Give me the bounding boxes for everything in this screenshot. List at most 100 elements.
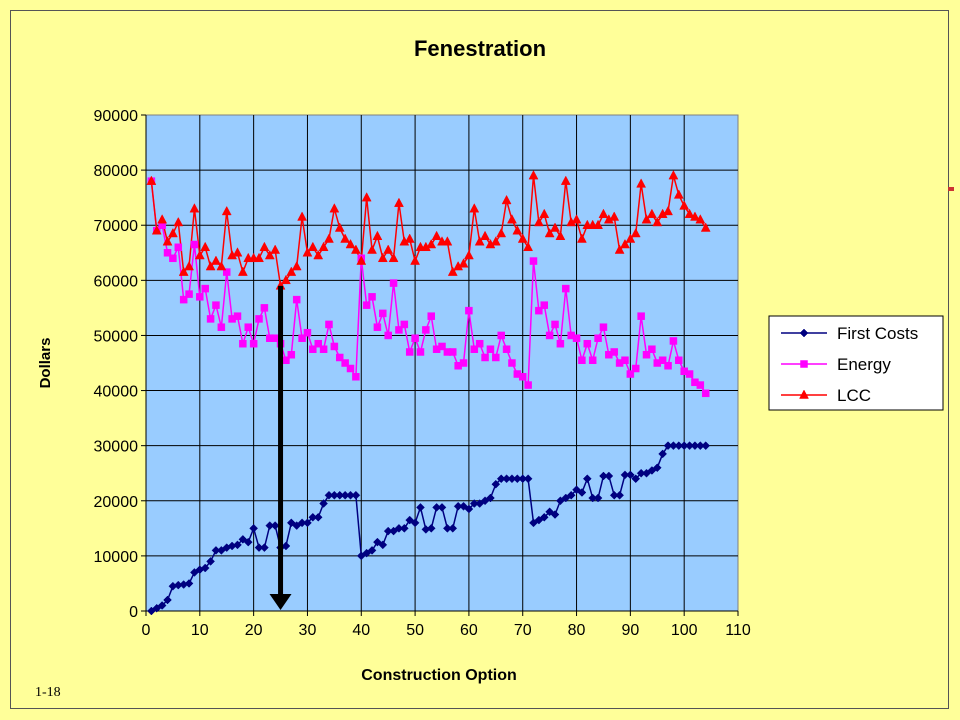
- data-point-lcc: [205, 261, 216, 271]
- data-point-energy: [395, 326, 403, 334]
- data-point-first_costs: [615, 490, 624, 500]
- y-axis-label: Dollars: [37, 338, 54, 389]
- grid-lines: [146, 115, 738, 611]
- data-point-lcc: [593, 219, 603, 229]
- data-point-energy: [249, 339, 258, 348]
- data-point-lcc: [302, 247, 313, 257]
- x-tick-label: 60: [460, 622, 478, 639]
- data-point-lcc: [523, 241, 534, 252]
- data-point-energy: [309, 345, 317, 353]
- data-point-lcc: [324, 233, 334, 243]
- data-point-lcc: [264, 249, 275, 260]
- data-point-first_costs: [593, 493, 603, 503]
- data-point-first_costs: [281, 541, 291, 551]
- data-point-energy: [578, 356, 586, 364]
- data-point-lcc: [571, 214, 582, 224]
- data-point-energy: [470, 345, 479, 353]
- data-point-lcc: [700, 222, 711, 232]
- data-point-lcc: [367, 244, 377, 254]
- data-point-energy: [212, 301, 220, 309]
- data-point-energy: [422, 326, 430, 334]
- data-point-energy: [675, 356, 683, 364]
- data-point-lcc: [254, 252, 264, 263]
- data-point-lcc: [496, 227, 507, 238]
- data-point-first_costs: [303, 518, 312, 528]
- data-point-lcc: [684, 208, 695, 218]
- data-point-lcc: [410, 255, 421, 265]
- data-point-lcc: [517, 233, 528, 243]
- y-tick-label: 10000: [94, 549, 139, 566]
- data-point-lcc: [620, 238, 630, 249]
- data-point-energy: [696, 381, 705, 389]
- data-point-energy: [524, 381, 532, 389]
- data-point-lcc: [646, 208, 657, 218]
- data-point-energy: [497, 331, 505, 340]
- axes: 0 10000 20000 30000 40000 50000 60000 70000 8000…: [94, 108, 751, 639]
- data-point-first_costs: [260, 543, 269, 552]
- arrow-head: [269, 594, 292, 610]
- data-point-lcc: [598, 208, 609, 218]
- data-point-lcc: [361, 192, 372, 202]
- data-point-lcc: [630, 227, 641, 238]
- data-point-energy: [196, 293, 204, 301]
- x-tick-label: 10: [191, 622, 209, 639]
- data-point-energy: [206, 315, 215, 323]
- data-point-energy: [486, 345, 495, 353]
- chart-title: Fenestration: [414, 36, 546, 61]
- data-point-lcc: [318, 241, 329, 252]
- data-point-energy: [588, 356, 597, 364]
- data-point-first_costs: [631, 474, 641, 484]
- data-point-energy: [669, 337, 678, 345]
- legend-label-first_costs: First Costs: [837, 324, 918, 343]
- x-tick-label: 0: [142, 622, 151, 639]
- y-tick-label: 70000: [94, 218, 139, 235]
- slide-frame: Fenestration 0 10000 20000 30000 40000 50000 6…: [10, 10, 949, 709]
- data-point-first_costs: [604, 471, 614, 481]
- data-point-lcc: [690, 211, 700, 221]
- y-tick-label: 60000: [94, 273, 139, 290]
- x-tick-label: 90: [621, 622, 639, 639]
- data-point-energy: [551, 320, 559, 329]
- data-point-first_costs: [233, 540, 242, 550]
- data-point-energy: [658, 356, 667, 364]
- x-tick-label: 70: [514, 622, 532, 639]
- data-point-lcc: [211, 255, 221, 265]
- x-tick-label: 30: [299, 622, 317, 639]
- x-axis-label: Construction Option: [361, 667, 517, 684]
- plot-area: [145, 114, 739, 612]
- data-point-lcc: [394, 197, 404, 207]
- decorative-red-mark: [948, 187, 954, 191]
- data-point-energy: [389, 279, 398, 287]
- data-point-energy: [352, 373, 360, 381]
- data-point-lcc: [469, 203, 480, 213]
- data-point-lcc: [340, 233, 351, 243]
- data-point-first_costs: [652, 463, 662, 473]
- data-point-energy: [255, 315, 263, 323]
- data-point-lcc: [544, 227, 555, 238]
- data-point-first_costs: [351, 490, 361, 500]
- data-point-energy: [508, 359, 516, 367]
- data-point-first_costs: [426, 523, 436, 533]
- y-tick-label: 40000: [94, 384, 139, 401]
- data-point-energy: [185, 290, 193, 298]
- data-point-lcc: [695, 214, 706, 224]
- data-point-energy: [222, 268, 231, 276]
- data-point-energy: [239, 339, 247, 348]
- data-point-energy: [594, 334, 602, 342]
- y-tick-label: 20000: [94, 494, 139, 511]
- data-point-first_costs: [163, 595, 172, 605]
- data-point-energy: [292, 295, 301, 304]
- data-point-lcc: [377, 252, 388, 263]
- data-point-lcc: [609, 211, 620, 221]
- data-point-energy: [492, 353, 500, 362]
- data-point-lcc: [533, 216, 544, 227]
- data-point-energy: [637, 312, 645, 320]
- data-point-lcc: [221, 205, 232, 216]
- data-point-energy: [335, 353, 344, 362]
- data-point-first_costs: [313, 512, 323, 522]
- data-point-lcc: [528, 170, 539, 180]
- annotation-arrow: [269, 285, 292, 610]
- data-point-lcc: [307, 241, 318, 252]
- data-point-lcc: [237, 266, 248, 276]
- data-point-first_costs: [577, 488, 587, 497]
